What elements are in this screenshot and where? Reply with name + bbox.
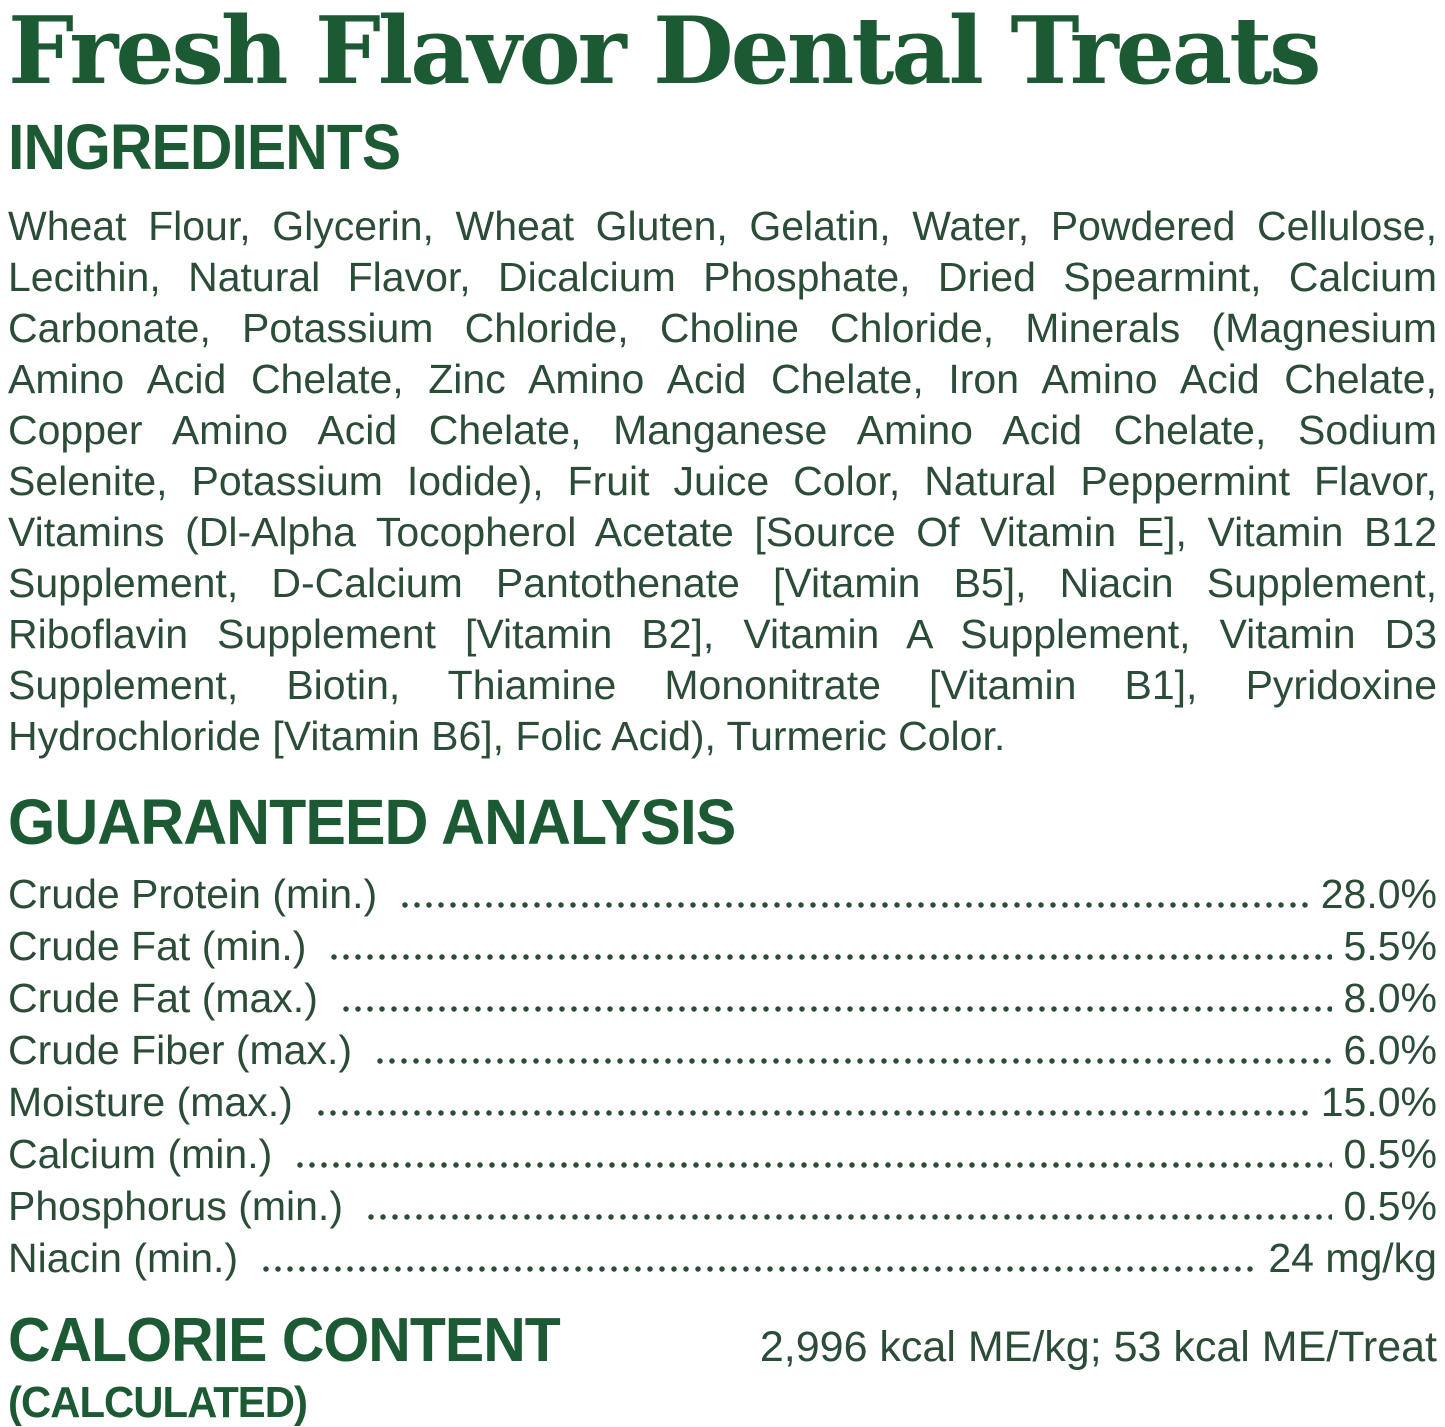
analysis-label: Phosphorus (min.) xyxy=(8,1182,343,1229)
ingredients-line: Supplement, Biotin, Thiamine Mononitrate… xyxy=(8,661,1437,708)
analysis-value: 15.0% xyxy=(1320,1078,1437,1125)
analysis-row: Crude Fat (min.) 5.5% xyxy=(8,919,1437,972)
analysis-label: Crude Fiber (max.) xyxy=(8,1026,353,1073)
analysis-value: 28.0% xyxy=(1320,870,1437,917)
ingredients-line: Supplement, D-Calcium Pantothenate [Vita… xyxy=(8,559,1437,606)
dot-leader xyxy=(294,1127,1332,1180)
analysis-row: Crude Fat (max.) 8.0% xyxy=(8,971,1437,1024)
page-title: Fresh Flavor Dental Treats xyxy=(8,0,1322,105)
analysis-value: 8.0% xyxy=(1343,974,1437,1021)
dot-leader xyxy=(399,867,1309,920)
ingredients-line: Carbonate, Potassium Chloride, Choline C… xyxy=(8,304,1437,351)
analysis-label: Crude Fat (max.) xyxy=(8,974,318,1021)
dot-leader xyxy=(364,1179,1332,1232)
dot-leader xyxy=(374,1023,1332,1076)
analysis-row: Phosphorus (min.) 0.5% xyxy=(8,1179,1437,1232)
ingredients-line: Selenite, Potassium Iodide), Fruit Juice… xyxy=(8,457,1437,504)
calorie-calculated-heading: (CALCULATED) xyxy=(8,1377,308,1427)
analysis-value: 5.5% xyxy=(1343,922,1437,969)
dot-leader xyxy=(260,1231,1257,1284)
calorie-content-row: CALORIE CONTENT 2,996 kcal ME/kg; 53 kca… xyxy=(8,1305,1437,1375)
ingredients-line: Copper Amino Acid Chelate, Manganese Ami… xyxy=(8,406,1437,453)
guaranteed-analysis-table: Crude Protein (min.) 28.0% Crude Fat (mi… xyxy=(8,867,1437,1284)
ingredients-line: Lecithin, Natural Flavor, Dicalcium Phos… xyxy=(8,253,1437,300)
ingredients-line: Vitamins (Dl-Alpha Tocopherol Acetate [S… xyxy=(8,508,1437,555)
dot-leader xyxy=(339,971,1332,1024)
guaranteed-analysis-heading: GUARANTEED ANALYSIS xyxy=(8,785,736,858)
guaranteed-analysis-section: GUARANTEED ANALYSIS Crude Protein (min.)… xyxy=(8,790,1437,1284)
analysis-label: Calcium (min.) xyxy=(8,1130,273,1177)
analysis-label: Crude Protein (min.) xyxy=(8,870,378,917)
ingredients-line: Wheat Flour, Glycerin, Wheat Gluten, Gel… xyxy=(8,202,1437,249)
analysis-label: Niacin (min.) xyxy=(8,1234,239,1281)
analysis-value: 24 mg/kg xyxy=(1268,1234,1437,1281)
analysis-value: 0.5% xyxy=(1343,1182,1437,1229)
ingredients-text: Wheat Flour, Glycerin, Wheat Gluten, Gel… xyxy=(8,201,1437,762)
analysis-row: Calcium (min.) 0.5% xyxy=(8,1127,1437,1180)
calorie-content-heading: CALORIE CONTENT xyxy=(8,1305,561,1375)
analysis-row: Moisture (max.) 15.0% xyxy=(8,1075,1437,1128)
calorie-content-section: CALORIE CONTENT 2,996 kcal ME/kg; 53 kca… xyxy=(8,1305,1437,1427)
analysis-row: Crude Protein (min.) 28.0% xyxy=(8,867,1437,920)
ingredients-heading: INGREDIENTS xyxy=(8,110,401,183)
dot-leader xyxy=(328,919,1332,972)
dot-leader xyxy=(314,1075,1309,1128)
analysis-value: 6.0% xyxy=(1343,1026,1437,1073)
ingredients-line: Hydrochloride [Vitamin B6], Folic Acid),… xyxy=(8,712,1006,759)
ingredients-line: Riboflavin Supplement [Vitamin B2], Vita… xyxy=(8,610,1437,657)
ingredients-section: INGREDIENTS Wheat Flour, Glycerin, Wheat… xyxy=(8,115,1437,762)
analysis-row: Crude Fiber (max.) 6.0% xyxy=(8,1023,1437,1076)
calorie-value: 2,996 kcal ME/kg; 53 kcal ME/Treat xyxy=(759,1322,1437,1371)
analysis-label: Crude Fat (min.) xyxy=(8,922,307,969)
analysis-value: 0.5% xyxy=(1343,1130,1437,1177)
analysis-label: Moisture (max.) xyxy=(8,1078,293,1125)
analysis-row: Niacin (min.) 24 mg/kg xyxy=(8,1231,1437,1284)
ingredients-line: Amino Acid Chelate, Zinc Amino Acid Chel… xyxy=(8,355,1437,402)
